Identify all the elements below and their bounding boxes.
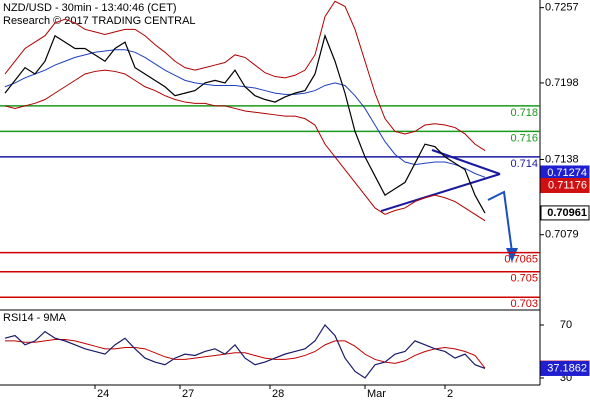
series-line [4,33,486,214]
price-tag [540,205,590,221]
level-label: 0.705 [510,273,538,285]
forecast-arrow [487,190,513,253]
level-label: 0.7065 [504,253,538,265]
y-tick-label: 0.7138 [545,153,579,165]
price-tag-label: 0.70961 [547,207,587,219]
y-tick-label: 70 [560,319,572,331]
price-tag [540,177,590,193]
x-tick-label: 27 [182,388,194,400]
y-tick-label: 0.7198 [545,77,579,89]
arrow-head [506,248,518,262]
panel-title: RSI14 - 9MA [3,312,67,324]
chart-subtitle: Research © 2017 TRADING CENTRAL [3,15,196,27]
trend-line [380,173,501,212]
price-tag-label: 0.71274 [547,167,587,179]
series-line [4,324,486,379]
x-tick-label: 2 [447,388,453,400]
level-label: 0.714 [510,158,538,170]
x-tick-label: 28 [272,388,284,400]
level-label: 0.718 [510,107,538,119]
series-line [4,0,486,151]
level-label: 0.703 [510,298,538,310]
level-label: 0.716 [510,132,538,144]
x-tick-label: Mar [367,388,386,400]
trend-line [431,149,501,175]
price-tag-label: 37.1862 [547,362,587,374]
y-tick-label: 0.7257 [545,2,579,14]
series-line [4,69,486,222]
price-tag-label: 0.71176 [548,179,587,191]
x-tick-label: 24 [97,388,109,400]
chart-title: NZD/USD - 30min - 13:40:46 (CET) [3,2,177,14]
y-tick-label: 0.7079 [545,229,579,241]
price-tag [540,360,590,376]
series-line [5,339,486,369]
